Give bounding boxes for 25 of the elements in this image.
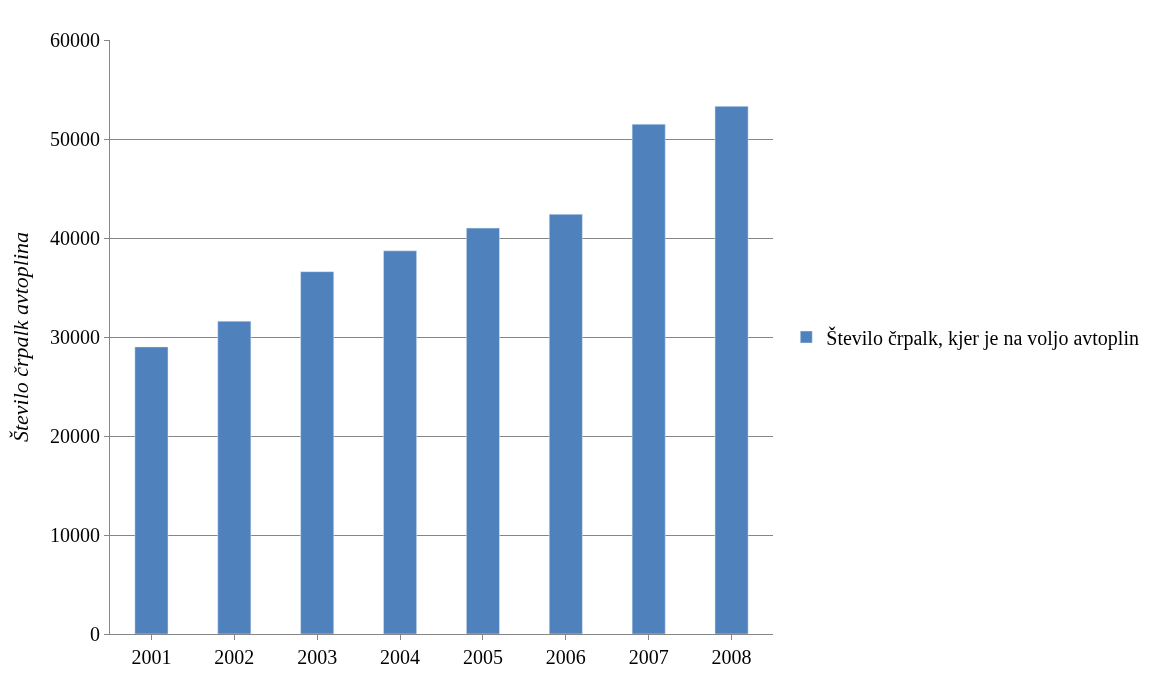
y-tick-label: 60000 xyxy=(50,29,100,51)
y-tick-label: 10000 xyxy=(50,524,100,546)
bar xyxy=(466,227,500,634)
y-tick-label: 30000 xyxy=(50,326,100,348)
x-tick-label: 2005 xyxy=(462,646,503,668)
x-tick-label: 2007 xyxy=(628,646,669,668)
bar xyxy=(383,250,417,634)
bar xyxy=(548,213,583,634)
y-tick-label: 0 xyxy=(90,623,100,645)
y-axis-title: Število črpalk avtoplina xyxy=(7,231,33,443)
x-tick-label: 2006 xyxy=(545,646,586,668)
x-tick-label: 2001 xyxy=(131,646,172,668)
x-tick-label: 2008 xyxy=(711,646,752,668)
bar xyxy=(631,123,666,634)
x-tick-label: 2004 xyxy=(380,646,421,668)
y-tick-label: 40000 xyxy=(50,227,100,249)
legend-label: Število črpalk, kjer je na voljo avtoplin xyxy=(826,325,1139,350)
y-tick-label: 50000 xyxy=(50,128,100,150)
bar xyxy=(134,346,169,634)
y-tick-label: 20000 xyxy=(50,425,100,447)
bar xyxy=(300,271,335,634)
x-tick-label: 2002 xyxy=(214,646,255,668)
bar xyxy=(714,106,749,634)
x-tick-label: 2003 xyxy=(297,646,338,668)
bar xyxy=(217,320,252,634)
